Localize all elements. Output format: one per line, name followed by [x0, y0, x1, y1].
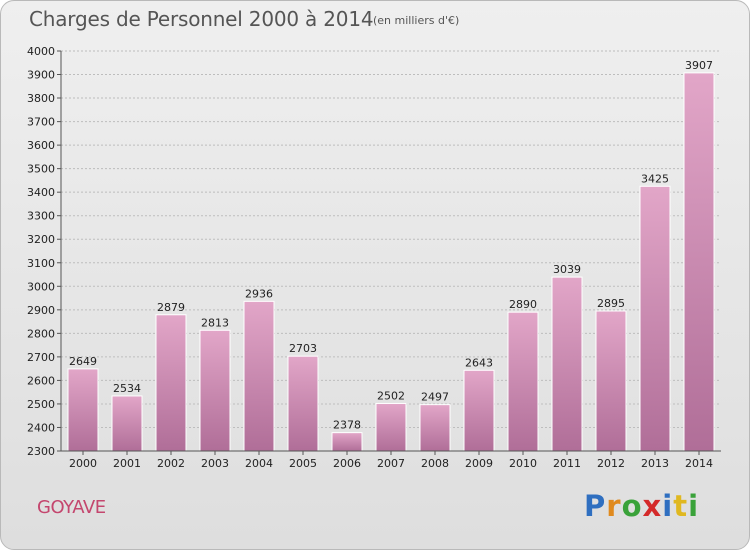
data-label-2006: 2378: [333, 419, 361, 432]
x-tick-label: 2000: [69, 457, 97, 470]
x-tick-label: 2001: [113, 457, 141, 470]
data-label-2011: 3039: [553, 263, 581, 276]
y-tick-label: 2500: [27, 398, 55, 411]
y-tick-label: 3400: [27, 186, 55, 199]
y-tick-label: 2800: [27, 327, 55, 340]
bar-2008: [419, 404, 451, 452]
bar-2002: [155, 314, 187, 452]
y-tick-label: 2600: [27, 374, 55, 387]
data-label-2003: 2813: [201, 316, 229, 329]
x-tick-label: 2003: [201, 457, 229, 470]
y-tick-label: 3100: [27, 257, 55, 270]
y-tick-label: 3700: [27, 116, 55, 129]
x-tick-label: 2010: [509, 457, 537, 470]
bar-2014: [683, 72, 715, 452]
y-tick-label: 3900: [27, 69, 55, 82]
x-tick-label: 2007: [377, 457, 405, 470]
bar-2013: [639, 185, 671, 452]
y-tick-label: 2400: [27, 421, 55, 434]
data-label-2008: 2497: [421, 391, 449, 404]
data-label-2005: 2703: [289, 342, 317, 355]
x-tick-label: 2011: [553, 457, 581, 470]
y-tick-label: 4000: [27, 45, 55, 58]
bar-2003: [199, 329, 231, 452]
data-label-2007: 2502: [377, 389, 405, 402]
commune-name: GOYAVE: [37, 497, 106, 518]
bar-2000: [67, 368, 99, 452]
chart-subtitle: (en milliers d'€): [373, 14, 460, 27]
data-label-2001: 2534: [113, 382, 141, 395]
chart-title: Charges de Personnel 2000 à 2014: [29, 7, 374, 31]
x-tick-label: 2006: [333, 457, 361, 470]
data-label-2010: 2890: [509, 298, 537, 311]
data-label-2002: 2879: [157, 301, 185, 314]
x-tick-label: 2009: [465, 457, 493, 470]
data-label-2012: 2895: [597, 297, 625, 310]
y-tick-label: 3300: [27, 210, 55, 223]
bar-2011: [551, 276, 583, 452]
y-tick-label: 3000: [27, 280, 55, 293]
bar-2010: [507, 311, 539, 452]
data-label-2004: 2936: [245, 287, 273, 300]
bar-2012: [595, 310, 627, 452]
x-tick-label: 2002: [157, 457, 185, 470]
y-tick-label: 2900: [27, 304, 55, 317]
x-tick-label: 2014: [685, 457, 713, 470]
bar-2007: [375, 402, 407, 452]
data-label-2009: 2643: [465, 356, 493, 369]
x-tick-label: 2004: [245, 457, 273, 470]
bar-2004: [243, 300, 275, 452]
y-tick-label: 2300: [27, 445, 55, 458]
x-tick-label: 2005: [289, 457, 317, 470]
bar-2006: [331, 432, 363, 452]
y-tick-label: 3600: [27, 139, 55, 152]
x-tick-label: 2013: [641, 457, 669, 470]
y-tick-label: 3800: [27, 92, 55, 105]
data-label-2013: 3425: [641, 172, 669, 185]
x-tick-label: 2008: [421, 457, 449, 470]
data-label-2000: 2649: [69, 355, 97, 368]
bar-2005: [287, 355, 319, 452]
proxiti-logo: Proxiti: [584, 489, 700, 523]
data-label-2014: 3907: [685, 59, 713, 72]
y-tick-label: 3500: [27, 163, 55, 176]
y-tick-label: 2700: [27, 351, 55, 364]
y-tick-label: 3200: [27, 233, 55, 246]
bar-2009: [463, 369, 495, 452]
bar-2001: [111, 395, 143, 452]
x-tick-label: 2012: [597, 457, 625, 470]
